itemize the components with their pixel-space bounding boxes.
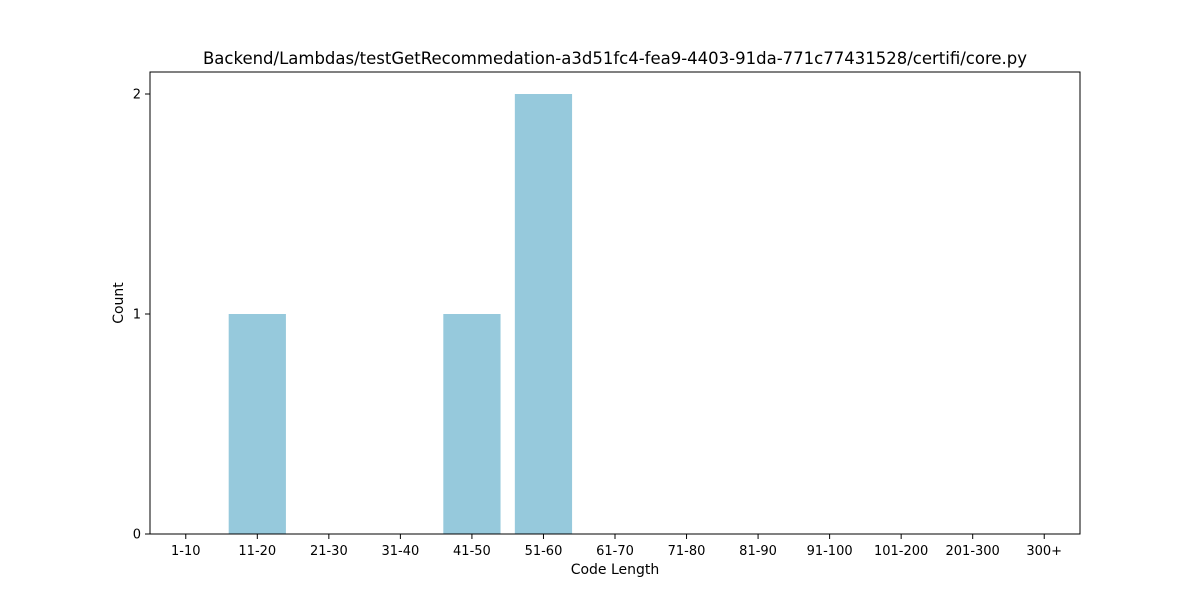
x-tick-label: 21-30 (310, 544, 348, 559)
x-tick-label: 300+ (1026, 544, 1062, 559)
y-axis-label: Count (111, 282, 127, 324)
x-tick-label: 31-40 (381, 544, 419, 559)
x-tick-label: 101-200 (874, 544, 928, 559)
x-tick-label: 1-10 (171, 544, 201, 559)
x-tick-label: 41-50 (453, 544, 491, 559)
x-tick-label: 91-100 (807, 544, 853, 559)
y-tick-label: 2 (133, 88, 141, 103)
bar-41-50 (443, 314, 501, 534)
bars-group (228, 94, 573, 534)
bar-51-60 (514, 94, 573, 534)
bar-11-20 (228, 314, 286, 534)
x-axis-ticks: 1-10 11-20 21-30 31-40 41-50 51-60 61-70 71-80 8… (171, 534, 1062, 559)
plot-frame (149, 71, 1081, 535)
x-tick-label: 81-90 (739, 544, 777, 559)
y-axis-ticks: 0 1 2 (133, 88, 150, 543)
x-axis-label: Code Length (571, 562, 660, 578)
x-tick-label: 51-60 (525, 544, 563, 559)
y-tick-label: 1 (133, 308, 141, 323)
chart-title: Backend/Lambdas/testGetRecommedation-a3d… (203, 49, 1027, 68)
y-tick-label: 0 (133, 528, 141, 543)
x-tick-label: 61-70 (596, 544, 634, 559)
x-tick-label: 11-20 (238, 544, 276, 559)
x-tick-label: 71-80 (668, 544, 706, 559)
x-tick-label: 201-300 (946, 544, 1000, 559)
